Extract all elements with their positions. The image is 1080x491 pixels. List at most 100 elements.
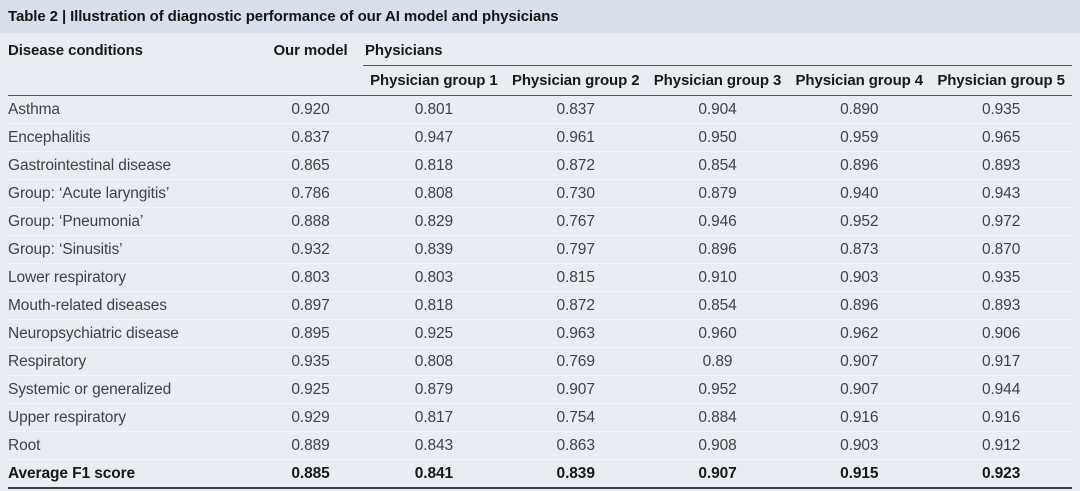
physician-group-value-cell: 0.952 xyxy=(788,207,931,236)
table-row: Encephalitis 0.837 0.947 0.961 0.950 0.959 0.9… xyxy=(8,123,1072,152)
condition-cell: Neuropsychiatric disease xyxy=(8,319,258,348)
physician-group-value-cell: 0.837 xyxy=(504,95,647,124)
physician-group-value-cell: 0.925 xyxy=(363,319,505,348)
physician-group-value-cell: 0.972 xyxy=(930,207,1072,236)
our-model-value-cell: 0.920 xyxy=(258,95,363,124)
physician-group-value-cell: 0.854 xyxy=(646,151,789,180)
physician-group-value-cell: 0.879 xyxy=(646,179,789,208)
physician-group-value-cell: 0.890 xyxy=(788,95,931,124)
physician-group-value-cell: 0.754 xyxy=(504,403,647,432)
physician-group-value-cell: 0.767 xyxy=(504,207,647,236)
physician-group-value-cell: 0.808 xyxy=(363,347,505,376)
physician-group-value-cell: 0.912 xyxy=(930,431,1072,460)
physician-group-value-cell: 0.815 xyxy=(504,263,647,292)
table-row: Mouth-related diseases 0.897 0.818 0.872 0.8… xyxy=(8,291,1072,320)
physician-group-value-cell: 0.961 xyxy=(504,123,647,152)
condition-cell: Lower respiratory xyxy=(8,263,258,292)
physician-group-value-cell: 0.917 xyxy=(930,347,1072,376)
our-model-value-cell: 0.837 xyxy=(258,123,363,152)
our-model-value-cell: 0.929 xyxy=(258,403,363,432)
physician-group-value-cell: 0.907 xyxy=(504,375,647,404)
physician-group-value-cell: 0.854 xyxy=(646,291,789,320)
col-header-disease-conditions: Disease conditions xyxy=(8,33,258,96)
physician-group-value-cell: 0.950 xyxy=(646,123,789,152)
physician-group-value-cell: 0.946 xyxy=(646,207,789,236)
our-model-value-cell: 0.895 xyxy=(258,319,363,348)
col-header-physician-group-1: Physician group 1 xyxy=(363,65,505,96)
table-body: Asthma 0.920 0.801 0.837 0.904 0.890 0.935 Ence… xyxy=(8,95,1072,489)
our-model-value-cell: 0.885 xyxy=(258,459,363,489)
table-row: Asthma 0.920 0.801 0.837 0.904 0.890 0.935 xyxy=(8,95,1072,124)
col-header-physician-group-3: Physician group 3 xyxy=(646,65,789,96)
our-model-value-cell: 0.786 xyxy=(258,179,363,208)
condition-cell: Encephalitis xyxy=(8,123,258,152)
col-header-physician-group-4: Physician group 4 xyxy=(788,65,931,96)
header-row-1: Disease conditions Our model Physicians xyxy=(8,33,1072,96)
physician-group-value-cell: 0.906 xyxy=(930,319,1072,348)
physician-group-value-cell: 0.843 xyxy=(363,431,505,460)
physician-group-value-cell: 0.916 xyxy=(930,403,1072,432)
physician-group-value-cell: 0.870 xyxy=(930,235,1072,264)
condition-cell: Mouth-related diseases xyxy=(8,291,258,320)
physician-group-value-cell: 0.896 xyxy=(646,235,789,264)
physician-group-value-cell: 0.907 xyxy=(788,347,931,376)
physician-group-value-cell: 0.960 xyxy=(646,319,789,348)
condition-cell: Respiratory xyxy=(8,347,258,376)
col-header-our-model: Our model xyxy=(258,33,363,96)
col-header-physicians: Physicians xyxy=(363,33,1072,66)
condition-cell: Average F1 score xyxy=(8,459,258,489)
physician-group-value-cell: 0.818 xyxy=(363,291,505,320)
condition-cell: Group: ‘Pneumonia’ xyxy=(8,207,258,236)
physician-group-value-cell: 0.915 xyxy=(788,459,931,489)
col-header-physician-group-2: Physician group 2 xyxy=(504,65,647,96)
physician-group-value-cell: 0.769 xyxy=(504,347,647,376)
physician-group-value-cell: 0.935 xyxy=(930,95,1072,124)
our-model-value-cell: 0.925 xyxy=(258,375,363,404)
average-row: Average F1 score 0.885 0.841 0.839 0.907 0.91… xyxy=(8,459,1072,489)
condition-cell: Upper respiratory xyxy=(8,403,258,432)
physician-group-value-cell: 0.947 xyxy=(363,123,505,152)
table-row: Root 0.889 0.843 0.863 0.908 0.903 0.912 xyxy=(8,431,1072,460)
our-model-value-cell: 0.803 xyxy=(258,263,363,292)
physician-group-value-cell: 0.916 xyxy=(788,403,931,432)
physician-group-value-cell: 0.952 xyxy=(646,375,789,404)
physician-group-value-cell: 0.884 xyxy=(646,403,789,432)
condition-cell: Systemic or generalized xyxy=(8,375,258,404)
physician-group-value-cell: 0.965 xyxy=(930,123,1072,152)
table-row: Group: ‘Pneumonia’ 0.888 0.829 0.767 0.946 0.… xyxy=(8,207,1072,236)
condition-cell: Asthma xyxy=(8,95,258,124)
physician-group-value-cell: 0.893 xyxy=(930,291,1072,320)
physician-group-value-cell: 0.801 xyxy=(363,95,505,124)
physician-group-value-cell: 0.904 xyxy=(646,95,789,124)
col-header-physician-group-5: Physician group 5 xyxy=(930,65,1072,96)
physician-group-value-cell: 0.940 xyxy=(788,179,931,208)
table-row: Upper respiratory 0.929 0.817 0.754 0.884 0.9… xyxy=(8,403,1072,432)
physician-group-value-cell: 0.896 xyxy=(788,291,931,320)
table-header: Disease conditions Our model Physicians … xyxy=(8,33,1072,96)
table-title: Table 2 | Illustration of diagnostic per… xyxy=(8,8,559,25)
table-row: Group: ‘Acute laryngitis’ 0.786 0.808 0.730… xyxy=(8,179,1072,208)
our-model-value-cell: 0.888 xyxy=(258,207,363,236)
our-model-value-cell: 0.932 xyxy=(258,235,363,264)
condition-cell: Gastrointestinal disease xyxy=(8,151,258,180)
physician-group-value-cell: 0.839 xyxy=(504,459,647,489)
physician-group-value-cell: 0.872 xyxy=(504,291,647,320)
physician-group-value-cell: 0.907 xyxy=(788,375,931,404)
table-row: Respiratory 0.935 0.808 0.769 0.89 0.907 0.917 xyxy=(8,347,1072,376)
physician-group-value-cell: 0.797 xyxy=(504,235,647,264)
our-model-value-cell: 0.889 xyxy=(258,431,363,460)
physician-group-value-cell: 0.818 xyxy=(363,151,505,180)
physician-group-value-cell: 0.903 xyxy=(788,431,931,460)
our-model-value-cell: 0.865 xyxy=(258,151,363,180)
header-row-2: Physician group 1 Physician group 2 Phys… xyxy=(8,65,1072,96)
physician-group-value-cell: 0.803 xyxy=(363,263,505,292)
table-row: Lower respiratory 0.803 0.803 0.815 0.910 0.9… xyxy=(8,263,1072,292)
physician-group-value-cell: 0.730 xyxy=(504,179,647,208)
physician-group-value-cell: 0.923 xyxy=(930,459,1072,489)
table-row: Group: ‘Sinusitis’ 0.932 0.839 0.797 0.896 0.… xyxy=(8,235,1072,264)
condition-cell: Group: ‘Sinusitis’ xyxy=(8,235,258,264)
physician-group-value-cell: 0.943 xyxy=(930,179,1072,208)
physician-group-value-cell: 0.896 xyxy=(788,151,931,180)
table-row: Neuropsychiatric disease 0.895 0.925 0.963 0… xyxy=(8,319,1072,348)
physician-group-value-cell: 0.963 xyxy=(504,319,647,348)
